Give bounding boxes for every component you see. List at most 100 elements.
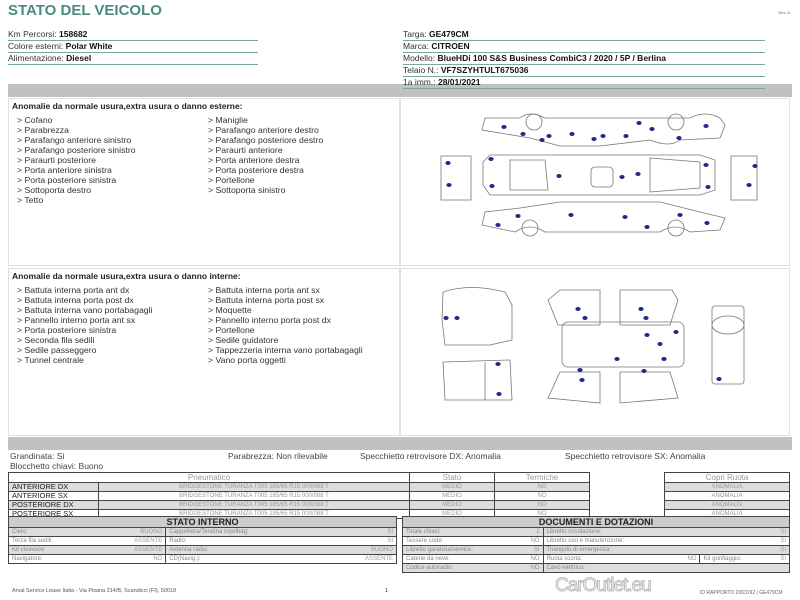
item-value: SI — [518, 545, 544, 555]
damage-marker — [704, 221, 710, 225]
item-label: Antenna radio: — [165, 545, 331, 555]
damage-marker — [446, 183, 452, 187]
table-row: Codice autoradio: NO Cavo elettrico: — [401, 563, 791, 573]
item-value: NO — [99, 554, 167, 564]
section-title: STATO INTERNO — [8, 516, 397, 528]
item-value: ASSENTE — [99, 545, 167, 555]
field-label: Modello: — [403, 53, 436, 63]
item-label: Cielo: — [7, 527, 100, 537]
damage-marker — [443, 316, 449, 320]
damage-item: > Portellone — [208, 175, 255, 185]
revision: Rev. A — [778, 10, 791, 15]
copri-ruota-value: ANOMALIA — [664, 500, 790, 510]
damage-marker — [716, 377, 722, 381]
damage-item: > Parafango anteriore sinistro — [17, 135, 132, 145]
damage-marker — [614, 357, 620, 361]
damage-marker — [649, 127, 655, 131]
damage-item: > Porta anteriore sinistra — [17, 165, 112, 175]
damage-item: > Parabrezza — [17, 125, 69, 135]
item-label: Triangolo di emergenza: — [542, 545, 676, 555]
copri-ruota-table: Copri Ruota ANOMALIA ANOMALIA ANOMALIA ANOMA… — [664, 472, 790, 519]
damage-item: > Sottoporta sinistro — [208, 185, 286, 195]
damage-item: > Parafango posteriore destro — [208, 135, 324, 145]
item-label: Codice autoradio: — [401, 563, 519, 573]
tyres-table: Pneumatico Stato Termiche ANTERIORE DX BRIDG… — [8, 472, 590, 519]
damage-marker — [489, 184, 495, 188]
field-value: GE479CM — [429, 29, 469, 39]
field-row: Alimentazione: Diesel — [8, 53, 258, 65]
doc-id: ID RAPPORTO 2063192 | GE479CM — [700, 590, 783, 596]
interior-diagram — [400, 268, 790, 436]
damage-marker — [520, 132, 526, 136]
item-label: Radio: — [165, 536, 331, 546]
item-value: NO — [518, 554, 544, 564]
specchietto-dx: Specchietto retrovisore DX: Anomalia — [360, 451, 501, 461]
damage-item: > Battuta interna porta ant dx — [17, 285, 130, 295]
item-value: NO — [518, 536, 544, 546]
field-row: Colore esterni: Polar White — [8, 41, 258, 53]
section-title: DOCUMENTI E DOTAZIONI — [402, 516, 790, 528]
item-label: Kit gonfiaggio: — [699, 554, 771, 564]
damage-marker — [556, 174, 562, 178]
item-label: Cavo elettrico: — [542, 563, 676, 573]
tyre-termiche: NO — [494, 482, 590, 492]
damage-marker — [623, 134, 629, 138]
damage-marker — [643, 316, 649, 320]
table-row: Libretto garanzia/service: SI Triangolo di… — [401, 545, 791, 555]
damage-item: > Pannello interno porta ant sx — [17, 315, 136, 325]
damage-item: > Paraurti posteriore — [17, 155, 96, 165]
damage-item: > Paraurti anteriore — [208, 145, 283, 155]
item-label: Navigatore: — [7, 554, 100, 564]
section-bar — [8, 437, 792, 450]
item-value: SI — [675, 536, 791, 546]
page-number: 1 — [385, 588, 389, 594]
item-label: Catene da neve: — [401, 554, 519, 564]
damage-marker — [495, 362, 501, 366]
damage-marker — [569, 132, 575, 136]
item-value: SI — [675, 545, 791, 555]
field-row: Marca: CITROEN — [403, 41, 765, 53]
damage-marker — [546, 134, 552, 138]
item-label: Cappelliera/Tendina copribag: — [165, 527, 331, 537]
header-stato: Stato — [409, 472, 495, 483]
damage-marker — [488, 157, 494, 161]
field-row: Km Percorsi: 158682 — [8, 29, 258, 41]
table-row: Terza fila sedili: ASSENTE Radio: SI — [7, 536, 398, 546]
tyre-termiche: NO — [494, 500, 590, 510]
item-label: Tessere code: — [401, 536, 519, 546]
damage-marker — [705, 185, 711, 189]
damage-marker — [641, 369, 647, 373]
table-row: Totale chiavi: 2 Libretto circolazione: SI — [401, 527, 791, 537]
item-label: CD(Navig.): — [165, 554, 331, 564]
tyre-row: POSTERIORE DX BRIDGESTONE TURANZA T005 18… — [8, 500, 590, 510]
tyre-row: ANTERIORE SX BRIDGESTONE TURANZA T005 185… — [8, 491, 590, 501]
internal-damage-panel: Anomalie da normale usura,extra usura o … — [8, 268, 400, 436]
specchietto-sx: Specchietto retrovisore SX: Anomalia — [565, 451, 706, 461]
field-value: CITROEN — [431, 41, 470, 51]
damage-item: > Battuta interna porta ant sx — [208, 285, 320, 295]
header-pneumatico: Pneumatico — [8, 472, 410, 483]
tyre-model: BRIDGESTONE TURANZA T005 185/65 R15 000/… — [98, 491, 410, 501]
field-label: Targa: — [403, 29, 427, 39]
damage-marker — [676, 136, 682, 140]
item-value: ASSENTE — [99, 536, 167, 546]
copri-ruota-value: ANOMALIA — [664, 491, 790, 501]
damage-marker — [600, 134, 606, 138]
item-label: Libretto garanzia/service: — [401, 545, 519, 555]
damage-item: > Cofano — [17, 115, 53, 125]
damage-marker — [579, 378, 585, 382]
damage-marker — [657, 342, 663, 346]
damage-marker — [454, 316, 460, 320]
damage-item: > Vano porta oggetti — [208, 355, 286, 365]
field-value: Polar White — [65, 41, 113, 51]
damage-marker — [495, 223, 501, 227]
field-label: Telaio N.: — [403, 65, 439, 75]
damage-marker — [539, 138, 545, 142]
damage-item: > Battuta interna vano portabagagli — [17, 305, 153, 315]
damage-item: > Sedile guidatore — [208, 335, 279, 345]
damage-marker — [619, 175, 625, 179]
damage-marker — [635, 172, 641, 176]
damage-marker — [638, 307, 644, 311]
field-label: 1a imm.: — [403, 77, 436, 87]
damage-marker — [752, 164, 758, 168]
